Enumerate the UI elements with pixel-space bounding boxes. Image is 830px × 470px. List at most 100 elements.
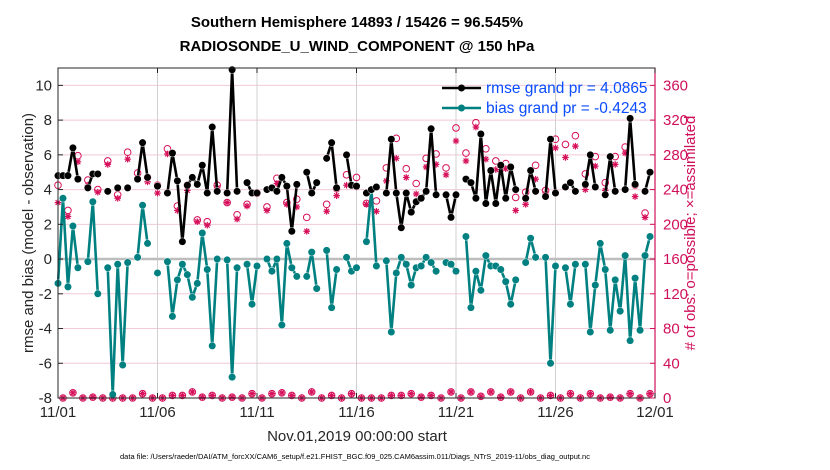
rmse-point	[392, 189, 400, 197]
obs-assimilated-marker	[203, 221, 211, 229]
bias-point	[119, 361, 127, 369]
y-axis-right-label: # of obs: o=possible; ×=assimilated	[682, 116, 699, 351]
rmse-point	[417, 194, 425, 202]
obs-assimilated-marker	[567, 390, 574, 397]
rmse-point	[178, 238, 186, 246]
bias-point	[139, 201, 147, 209]
bias-point	[636, 326, 644, 334]
obs-possible-marker	[511, 193, 520, 202]
bias-point	[397, 253, 405, 261]
rmse-point	[631, 180, 639, 188]
bias-point	[616, 307, 624, 315]
bias-point	[591, 281, 599, 289]
bias-point	[248, 300, 256, 308]
obs-possible-marker	[302, 213, 311, 222]
bias-point	[641, 252, 649, 260]
obs-assimilated-marker	[154, 189, 161, 197]
x-tick-label: 11/01	[40, 404, 76, 421]
obs-assimilated-marker	[402, 174, 410, 181]
obs-assimilated-marker	[174, 207, 181, 214]
bias-line	[245, 264, 259, 306]
rmse-point	[432, 191, 440, 199]
rmse-point	[223, 189, 231, 197]
rmse-point	[387, 135, 395, 143]
rmse-point	[323, 154, 331, 162]
bias-point	[84, 258, 92, 266]
bias-point	[228, 373, 236, 381]
obs-possible-marker	[64, 206, 72, 215]
bias-point	[502, 278, 510, 286]
bias-point	[268, 267, 276, 275]
grid	[58, 68, 655, 399]
obs-assimilated-marker	[447, 388, 455, 396]
y-tick-label: -4	[39, 321, 52, 338]
rmse-point	[477, 130, 485, 138]
obs-assimilated-marker	[89, 393, 97, 401]
bias-point	[193, 279, 201, 287]
chart-subtitle: RADIOSONDE_U_WIND_COMPONENT @ 150 hPa	[180, 38, 535, 55]
obs-assimilated-marker	[363, 201, 370, 208]
rmse-point	[452, 191, 460, 199]
obs-assimilated-marker	[198, 393, 206, 401]
bias-point	[542, 253, 550, 261]
bias-point	[94, 290, 102, 298]
rmse-point	[482, 199, 490, 207]
bias-point	[208, 342, 216, 350]
rmse-point	[566, 179, 574, 187]
obs-possible-marker	[462, 149, 470, 157]
rmse-point	[233, 187, 241, 195]
bias-point	[154, 269, 161, 277]
obs-assimilated-marker	[467, 388, 475, 396]
y-tick-label: 4	[44, 182, 52, 199]
bias-point	[109, 391, 117, 399]
bias-line	[56, 196, 80, 289]
y-tick-label: 0	[44, 251, 52, 268]
bias-point	[163, 258, 171, 266]
rmse-point	[64, 172, 72, 180]
obs-assimilated-marker	[527, 388, 534, 396]
bias-line	[225, 259, 239, 379]
obs-assimilated-marker	[422, 163, 430, 171]
bias-series	[53, 185, 655, 399]
rmse-point	[173, 177, 181, 185]
obs-assimilated-marker	[388, 392, 395, 399]
bias-point	[114, 260, 122, 268]
bias-point	[482, 252, 490, 260]
obs-possible-marker	[442, 164, 450, 172]
bias-point	[183, 271, 191, 279]
obs-assimilated-marker	[472, 123, 480, 131]
bias-point	[288, 264, 296, 272]
rmse-point	[492, 199, 500, 207]
rmse-point	[382, 189, 390, 197]
bias-point	[273, 255, 281, 263]
rmse-point	[442, 191, 450, 199]
rmse-point	[114, 184, 122, 192]
rmse-point	[591, 183, 599, 191]
bias-point	[328, 304, 336, 312]
legend-rmse-label: rmse grand pr = 4.0865	[486, 80, 648, 97]
bias-point	[372, 262, 380, 270]
x-tick-label: 11/21	[438, 404, 474, 421]
obs-assimilated-marker	[572, 142, 579, 150]
bias-point	[596, 239, 604, 247]
bias-point	[382, 257, 390, 265]
x-axis-label: Nov.01,2019 00:00:00 start	[267, 428, 448, 445]
bias-point	[263, 255, 271, 263]
rmse-point	[447, 213, 455, 221]
bias-point	[561, 264, 569, 272]
obs-assimilated-marker	[547, 392, 554, 399]
obs-assimilated-marker	[512, 207, 519, 214]
obs-possible-marker	[372, 197, 381, 205]
bias-point	[74, 264, 82, 272]
obs-possible-marker	[123, 148, 132, 157]
bias-line	[305, 250, 318, 289]
y-right-tick-label: 240	[663, 182, 688, 199]
bias-point	[104, 264, 112, 272]
obs-assimilated-marker	[308, 388, 316, 396]
y-right-tick-label: 360	[663, 77, 688, 94]
bias-point	[621, 252, 629, 260]
bias-point	[547, 359, 555, 367]
bias-point	[173, 276, 181, 284]
obs-possible-marker	[352, 173, 361, 182]
